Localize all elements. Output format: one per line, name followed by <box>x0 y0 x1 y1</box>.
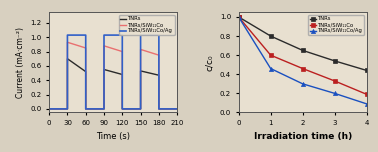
Line: TNRs/SiW₁₁Co/Ag: TNRs/SiW₁₁Co/Ag <box>49 35 177 109</box>
TNRs/SiW₁₁Co/Ag <box>84 34 88 36</box>
TNRs/SiW₁₁Co/Ag <box>138 108 143 110</box>
TNRs <box>47 108 51 110</box>
Line: TNRs: TNRs <box>49 59 177 109</box>
TNRs <box>268 35 273 37</box>
TNRs <box>70 61 74 63</box>
TNRs <box>68 60 73 62</box>
TNRs/SiW₁₁Co/Ag <box>65 34 70 36</box>
TNRs/SiW₁₁Co/Ag <box>332 92 337 94</box>
Line: TNRs/SiW₁₁Co/Ag: TNRs/SiW₁₁Co/Ag <box>237 15 369 106</box>
X-axis label: Time (s): Time (s) <box>96 132 130 141</box>
TNRs/SiW₁₁Co/Ag <box>47 108 51 110</box>
TNRs/SiW₁₁Co/Ag <box>102 34 106 36</box>
TNRs/SiW₁₁Co <box>65 41 70 43</box>
TNRs/SiW₁₁Co <box>68 42 73 44</box>
TNRs/SiW₁₁Co/Ag <box>138 34 143 36</box>
TNRs/SiW₁₁Co/Ag <box>175 108 180 110</box>
Legend: TNRs, TNRs/SiW₁₁Co, TNRs/SiW₁₁Co/Ag: TNRs, TNRs/SiW₁₁Co, TNRs/SiW₁₁Co/Ag <box>308 15 364 35</box>
TNRs/SiW₁₁Co/Ag <box>84 108 88 110</box>
TNRs/SiW₁₁Co/Ag <box>301 83 305 85</box>
TNRs/SiW₁₁Co/Ag <box>120 108 125 110</box>
TNRs/SiW₁₁Co/Ag <box>236 16 241 18</box>
TNRs <box>301 49 305 51</box>
Y-axis label: c/c₀: c/c₀ <box>205 54 214 71</box>
TNRs <box>110 71 115 73</box>
TNRs/SiW₁₁Co/Ag <box>156 108 161 110</box>
TNRs/SiW₁₁Co <box>268 54 273 56</box>
Line: TNRs/SiW₁₁Co: TNRs/SiW₁₁Co <box>237 15 369 96</box>
TNRs <box>144 71 149 73</box>
TNRs/SiW₁₁Co <box>175 108 180 110</box>
TNRs/SiW₁₁Co/Ag <box>65 108 70 110</box>
TNRs/SiW₁₁Co/Ag <box>102 108 106 110</box>
TNRs/SiW₁₁Co/Ag <box>364 103 369 105</box>
Line: TNRs/SiW₁₁Co: TNRs/SiW₁₁Co <box>49 42 177 109</box>
TNRs <box>119 73 124 75</box>
TNRs/SiW₁₁Co <box>119 50 124 52</box>
TNRs/SiW₁₁Co <box>115 49 119 51</box>
TNRs <box>65 58 70 60</box>
X-axis label: Irradiation time (h): Irradiation time (h) <box>254 132 352 141</box>
TNRs <box>115 72 119 74</box>
TNRs/SiW₁₁Co/Ag <box>120 34 125 36</box>
Legend: TNRs, TNRs/SiW₁₁Co, TNRs/SiW₁₁Co/Ag: TNRs, TNRs/SiW₁₁Co, TNRs/SiW₁₁Co/Ag <box>119 15 175 35</box>
TNRs/SiW₁₁Co <box>70 43 74 45</box>
Y-axis label: Current (mA·cm⁻²): Current (mA·cm⁻²) <box>16 27 25 98</box>
TNRs/SiW₁₁Co <box>332 80 337 82</box>
TNRs <box>175 108 180 110</box>
TNRs <box>332 60 337 62</box>
Line: TNRs: TNRs <box>237 15 369 73</box>
TNRs/SiW₁₁Co <box>236 16 241 18</box>
TNRs/SiW₁₁Co/Ag <box>268 68 273 69</box>
TNRs/SiW₁₁Co <box>47 108 51 110</box>
TNRs/SiW₁₁Co <box>144 50 149 52</box>
TNRs <box>364 69 369 71</box>
TNRs/SiW₁₁Co/Ag <box>156 34 161 36</box>
TNRs/SiW₁₁Co <box>364 93 369 95</box>
TNRs <box>236 16 241 18</box>
TNRs/SiW₁₁Co <box>110 47 115 49</box>
TNRs/SiW₁₁Co <box>301 68 305 69</box>
